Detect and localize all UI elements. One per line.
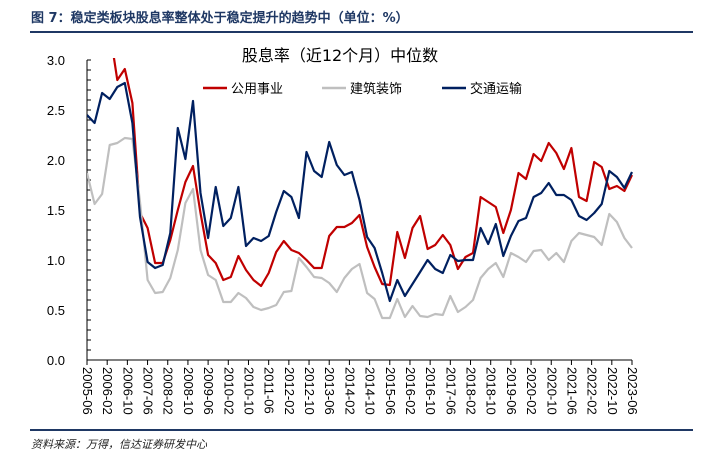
x-tick-label: 2018-10 xyxy=(484,367,499,415)
x-tick-label: 2014-10 xyxy=(363,367,378,415)
y-tick-label: 2.0 xyxy=(47,153,65,168)
y-tick-label: 0.0 xyxy=(47,353,65,368)
legend: 公用事业 建筑装饰 交通运输 xyxy=(203,81,522,97)
x-tick-label: 2022-10 xyxy=(605,367,620,415)
top-divider xyxy=(30,31,693,33)
x-tick-label: 2022-02 xyxy=(585,367,600,415)
x-tick-label: 2015-06 xyxy=(383,367,398,415)
x-tick-label: 2018-02 xyxy=(464,367,479,415)
x-tick-label: 2007-06 xyxy=(141,367,156,415)
y-tick-label: 1.5 xyxy=(47,203,65,218)
x-tick-label: 2011-06 xyxy=(262,367,277,414)
x-tick-label: 2014-02 xyxy=(342,367,357,415)
x-tick-label: 2016-02 xyxy=(403,367,418,415)
source-note: 资料来源：万得，信达证券研发中心 xyxy=(31,438,207,451)
x-tick-label: 2017-06 xyxy=(443,367,458,415)
y-tick-label: 3.0 xyxy=(47,53,65,68)
x-tick-label: 2010-10 xyxy=(241,367,256,415)
chart-title: 股息率（近12个月）中位数 xyxy=(242,46,438,65)
x-tick-label: 2006-10 xyxy=(120,367,135,415)
x-tick-label: 2020-02 xyxy=(524,367,539,415)
x-tick-label: 2009-06 xyxy=(201,367,216,415)
y-tick-label: 2.5 xyxy=(47,103,65,118)
y-tick-label: 0.5 xyxy=(47,303,65,318)
x-tick-label: 2008-10 xyxy=(181,367,196,415)
legend-label: 建筑装饰 xyxy=(350,81,402,97)
legend-label: 公用事业 xyxy=(231,82,283,97)
y-tick-label: 1.0 xyxy=(47,253,65,268)
series-line-1 xyxy=(112,58,633,288)
x-tick-label: 2006-02 xyxy=(100,367,115,415)
x-tick-label: 2013-06 xyxy=(322,367,337,415)
x-tick-label: 2019-06 xyxy=(504,367,519,415)
x-tick-label: 2010-02 xyxy=(221,367,236,415)
x-tick-label: 2020-10 xyxy=(544,367,559,415)
bottom-divider xyxy=(30,429,693,431)
x-tick-label: 2012-10 xyxy=(302,367,317,415)
figure-title: 图 7：稳定类板块股息率整体处于稳定提升的趋势中（单位：%） xyxy=(31,11,409,26)
legend-label: 交通运输 xyxy=(470,81,522,97)
x-tick-label: 2021-06 xyxy=(564,367,579,415)
series-line-3 xyxy=(87,81,633,303)
series-line-2 xyxy=(87,136,633,320)
x-tick-label: 2023-06 xyxy=(625,367,640,415)
x-tick-label: 2012-02 xyxy=(282,367,297,415)
x-tick-label: 2005-06 xyxy=(80,367,95,415)
x-tick-label: 2016-10 xyxy=(423,367,438,415)
x-tick-label: 2008-02 xyxy=(161,367,176,415)
